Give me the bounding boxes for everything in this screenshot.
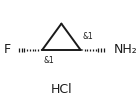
Text: NH₂: NH₂ [114, 43, 138, 56]
Text: &1: &1 [83, 32, 94, 41]
Text: HCl: HCl [51, 83, 72, 96]
Text: &1: &1 [44, 56, 55, 65]
Text: F: F [4, 43, 11, 56]
